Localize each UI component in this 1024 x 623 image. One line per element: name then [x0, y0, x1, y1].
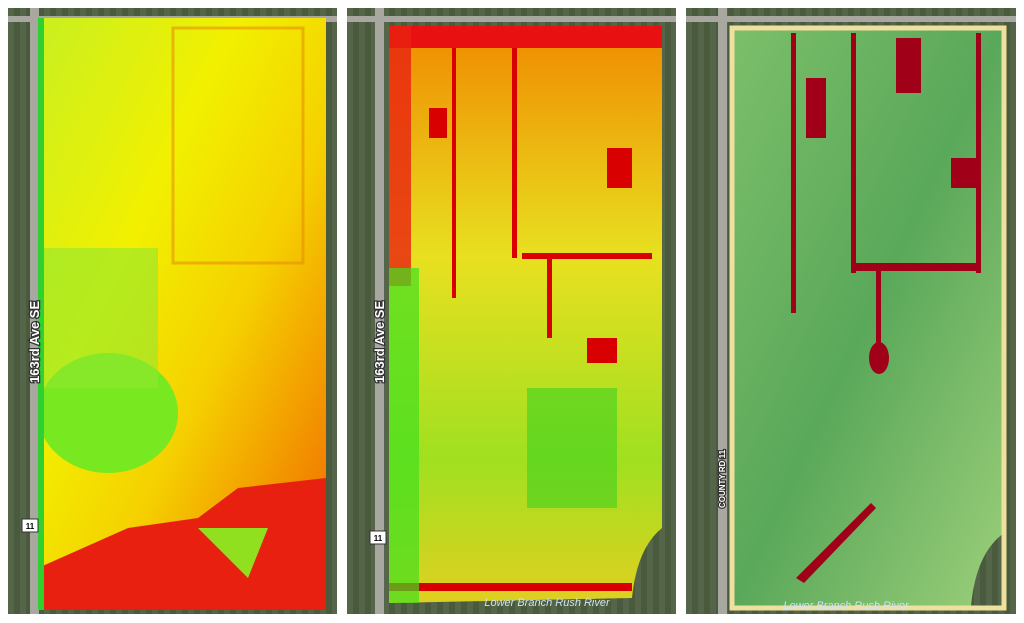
road: [375, 8, 384, 614]
route-badge: [21, 518, 39, 533]
field-edge: [729, 25, 1007, 611]
road-label: COUNTY RD 11: [718, 449, 727, 508]
road-label: 163rd Ave SE: [372, 301, 387, 383]
field-feature: [198, 528, 268, 578]
field-feature: [389, 26, 662, 48]
road: [718, 8, 727, 614]
road: [30, 8, 39, 614]
panel-3: COUNTY RD 11 Lower Branch Rush River: [686, 8, 1016, 614]
route-badge-label: 11: [374, 534, 383, 543]
river-label: Lower Branch Rush River: [783, 600, 910, 612]
field-streaks: [389, 48, 652, 591]
panel-2: 163rd Ave SE 11 Lower Branch Rush River: [347, 8, 676, 614]
field-feature: [389, 26, 411, 286]
yield-field: [732, 28, 1004, 608]
road: [347, 16, 676, 22]
field-feature: [389, 268, 419, 603]
field-feature: [38, 478, 326, 610]
road-label: 163rd Ave SE: [27, 301, 42, 383]
route-badge: [369, 530, 387, 545]
river-label: Lower Branch Rush River: [484, 597, 611, 609]
panel-1: 163rd Ave SE 11: [8, 8, 337, 614]
route-badge-label: 11: [26, 522, 35, 531]
road: [686, 16, 1016, 22]
field-feature: [527, 388, 617, 508]
field-feature: [38, 248, 158, 388]
field-edge: [38, 18, 44, 610]
field-feature: [171, 26, 305, 265]
field-streaks: [791, 33, 981, 583]
